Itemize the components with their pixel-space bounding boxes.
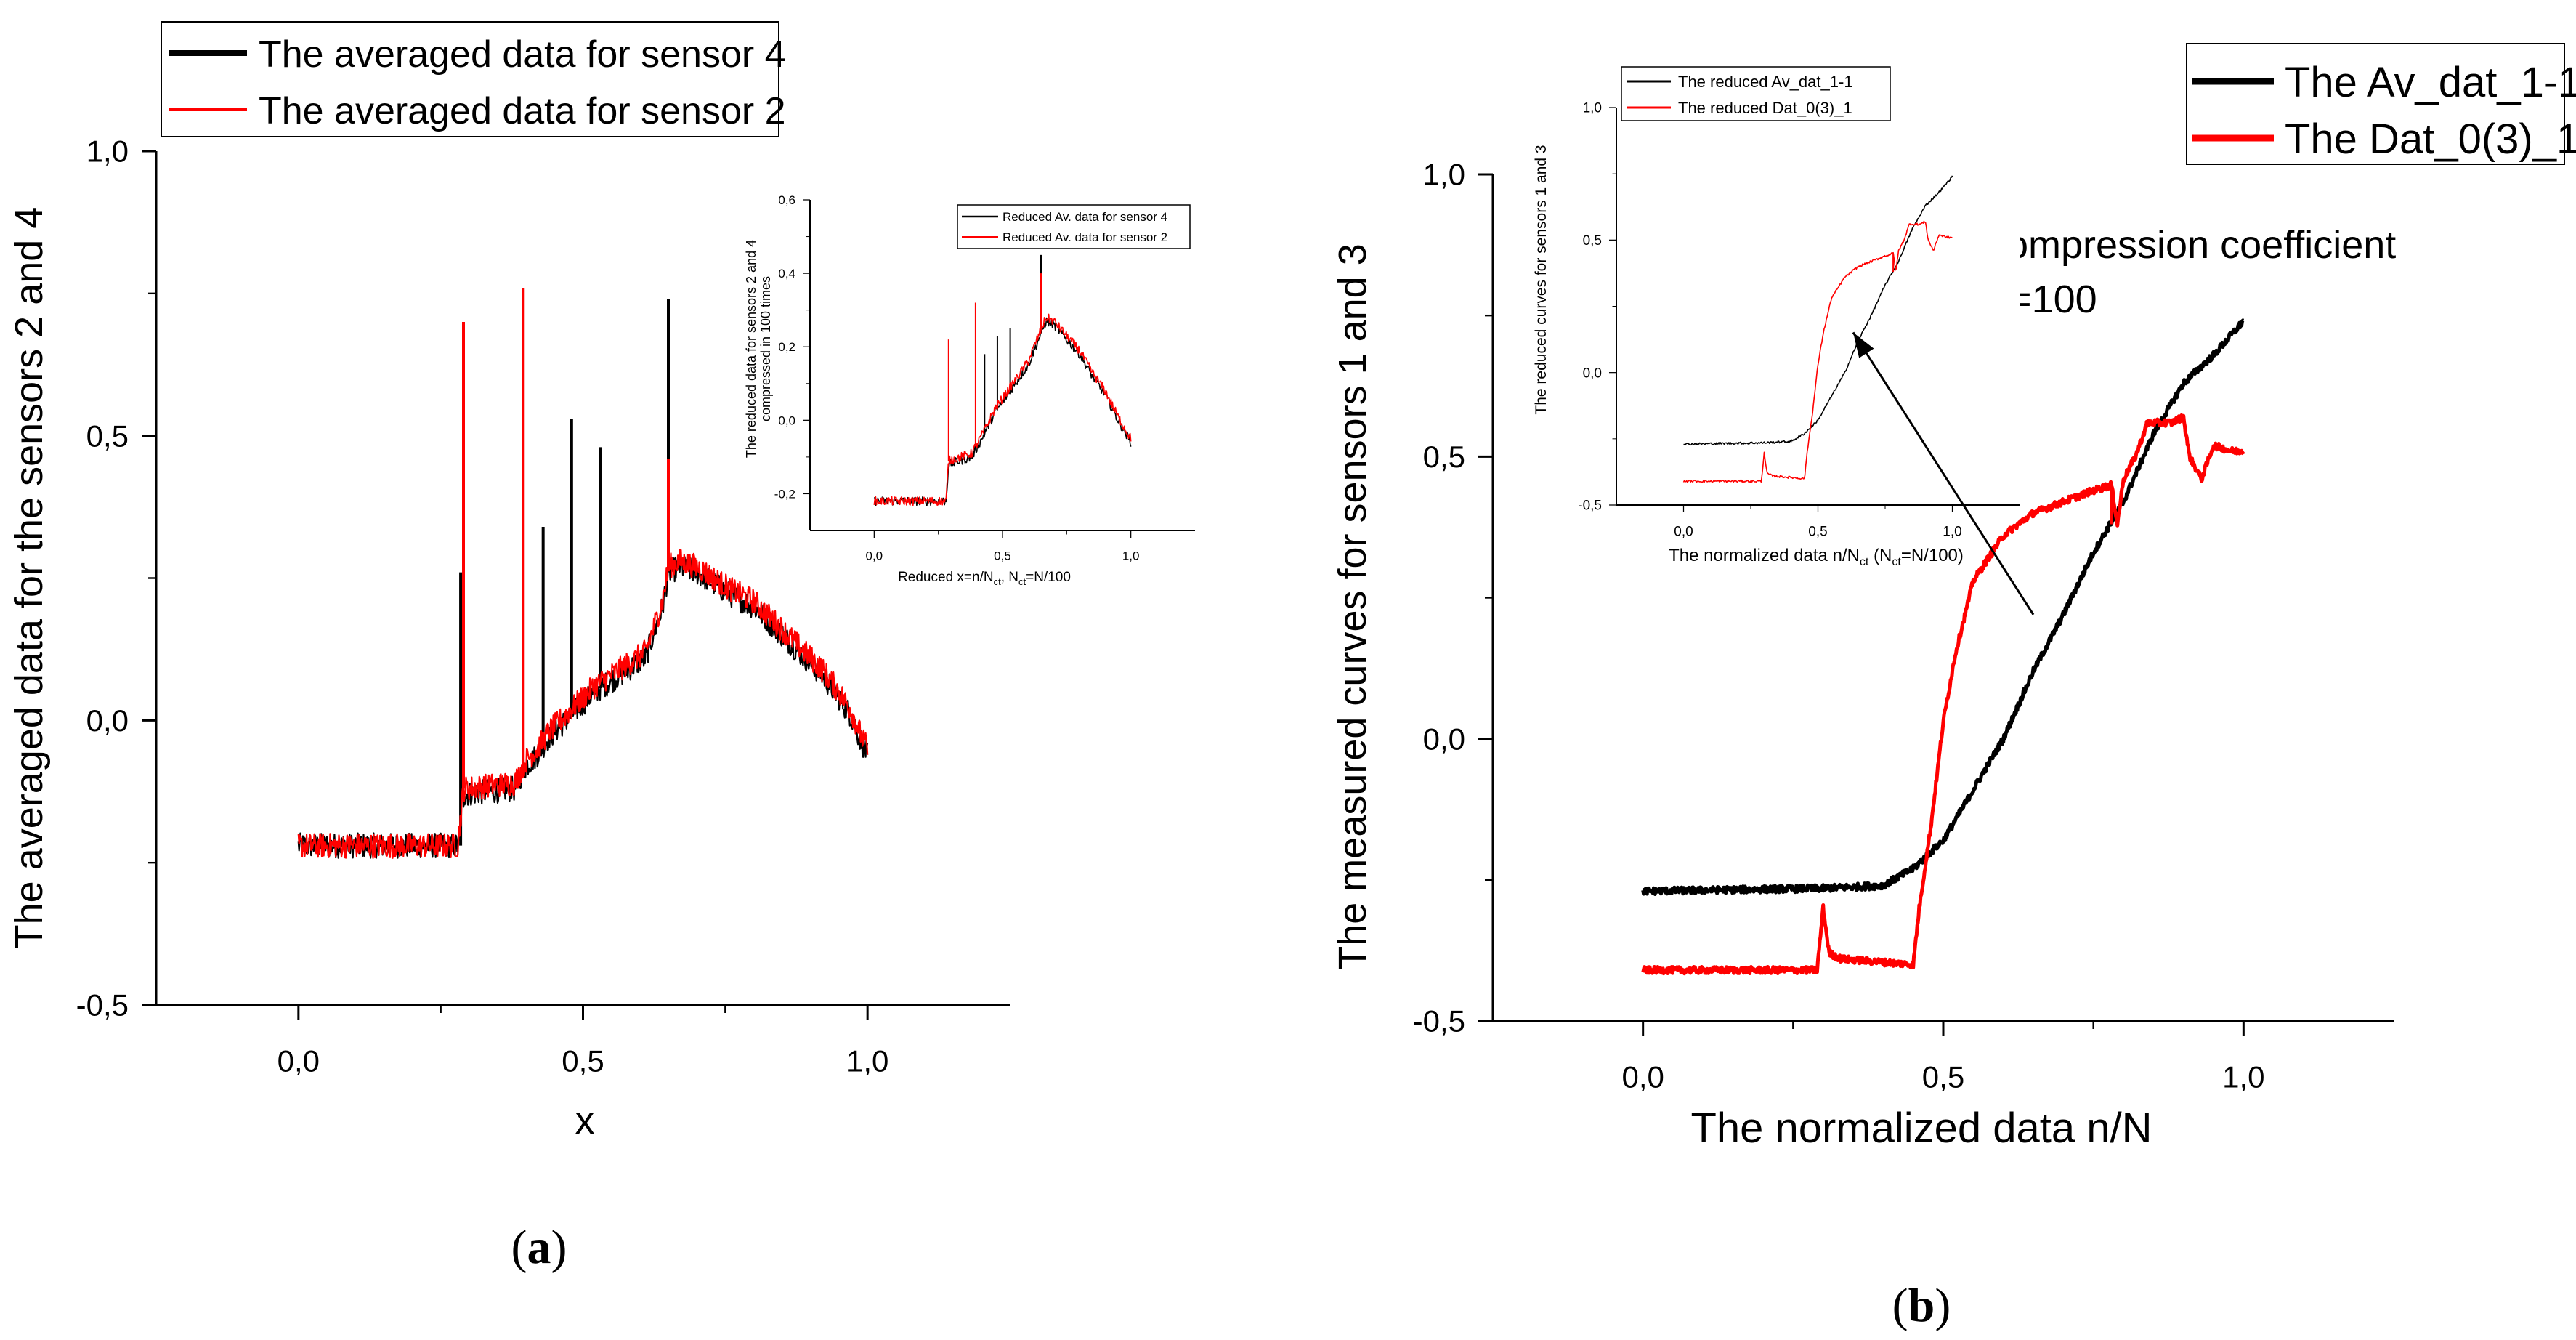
panel-b-legend: The Av_dat_1-1 The Dat_0(3)_1 — [2186, 43, 2576, 165]
y-tick-label: 0,6 — [778, 193, 795, 207]
panel-a-main-chart: 0,0 0,5 1,0 -0,5 0,0 0,5 1,0 x The averaged da… — [7, 21, 1010, 1142]
x-tick-label: 0,5 — [1922, 1060, 1964, 1094]
y-tick-label: 0,5 — [1583, 233, 1602, 249]
legend-a-label-sensor-4: The averaged data for sensor 4 — [259, 33, 786, 76]
x-tick-label: 1,0 — [846, 1044, 888, 1078]
panel-b-annotation-arrow — [1852, 331, 2035, 615]
series-line-second — [1641, 413, 2245, 976]
panel-b-inset-chart: 0,0 0,5 1,0 -0,5 0,0 0,5 1,0 The normalized da… — [1533, 66, 2020, 568]
panel-a-x-axis-title: x — [575, 1099, 595, 1142]
x-tick-label: 0,0 — [1621, 1060, 1664, 1094]
series-line-first — [1683, 175, 1953, 446]
x-tick-label: 0,0 — [866, 549, 883, 562]
y-tick-label: 1,0 — [86, 134, 129, 169]
legend-a-label-sensor-2: The averaged data for sensor 2 — [259, 90, 786, 132]
x-tick-label: 1,0 — [2222, 1060, 2264, 1094]
series-line-second — [297, 549, 869, 859]
panel-a-inset-chart: 0,0 0,5 1,0 -0,2 0,0 0,2 0,4 0,6 Reduced x=n/Nc… — [744, 193, 1195, 587]
panel-b-main-chart: 0,0 0,5 1,0 -0,5 0,0 0,5 1,0 The normalized da… — [1331, 43, 2576, 1152]
y-tick-label: 1,0 — [1583, 101, 1602, 116]
y-tick-label: -0,5 — [1578, 499, 1602, 514]
legend-b-inset-label-av-dat: The reduced Av_dat_1-1 — [1678, 73, 1853, 91]
panel-b-inset-y-axis-title: The reduced curves for sensors 1 and 3 — [1533, 145, 1550, 414]
panel-b-annotation-line1: compression coefficient — [1987, 223, 2396, 267]
y-tick-label: 0,0 — [86, 703, 129, 738]
series-line-second — [873, 313, 1132, 506]
y-tick-label: 0,2 — [778, 340, 795, 354]
y-tick-label: 0,0 — [1423, 722, 1465, 756]
y-tick-label: -0,5 — [76, 988, 129, 1022]
legend-a-inset-label-sensor-4: Reduced Av. data for sensor 4 — [1003, 210, 1167, 224]
y-tick-label: -0,5 — [1413, 1004, 1465, 1038]
legend-b-label-av-dat: The Av_dat_1-1 — [2285, 59, 2576, 106]
y-tick-label: 0,5 — [86, 419, 129, 453]
series-line-second — [1682, 220, 1953, 483]
series-line-first — [1641, 318, 2245, 896]
panel-a-inset-x-axis-title: Reduced x=n/Nct, Nct=N/100 — [898, 570, 1071, 587]
x-tick-label: 1,0 — [1943, 525, 1961, 540]
panel-a-y-axis-title: The averaged data for the sensors 2 and … — [7, 207, 51, 949]
x-tick-label: 0,5 — [562, 1044, 604, 1078]
legend-b-label-dat-0-3: The Dat_0(3)_1 — [2285, 116, 2576, 163]
panel-b-x-axis-title: The normalized data n/N — [1690, 1105, 2152, 1152]
x-tick-label: 1,0 — [1122, 549, 1140, 562]
panel-b-y-axis-title: The measured curves for sensors 1 and 3 — [1331, 243, 1374, 970]
legend-b-inset-label-dat-0-3: The reduced Dat_0(3)_1 — [1678, 99, 1852, 117]
panel-b-label: (b) — [1892, 1279, 1951, 1332]
x-tick-label: 0,0 — [278, 1044, 320, 1078]
y-tick-label: 0,5 — [1423, 440, 1465, 474]
x-tick-label: 0,0 — [1674, 525, 1693, 540]
panel-a-label: (a) — [511, 1221, 567, 1274]
panel-b-inset-legend: The reduced Av_dat_1-1 The reduced Dat_0… — [1621, 66, 1891, 121]
series-line-first — [297, 554, 869, 859]
panel-a-inset-legend: Reduced Av. data for sensor 4 Reduced Av… — [957, 204, 1191, 249]
x-tick-label: 0,5 — [994, 549, 1011, 562]
panel-a-inset-y-axis-title-line1: The reduced data for sensors 2 and 4 — [744, 240, 758, 458]
panel-a-inset-y-axis-title-line2: compressed in 100 times — [758, 276, 773, 421]
x-tick-label: 0,5 — [1808, 525, 1827, 540]
y-tick-label: 0,0 — [778, 413, 795, 427]
y-tick-label: 0,4 — [778, 267, 795, 280]
y-tick-label: -0,2 — [774, 487, 795, 501]
y-tick-label: 0,0 — [1583, 366, 1602, 381]
panel-b-inset-x-axis-title: The normalized data n/Nct (Nct=N/100) — [1669, 546, 1964, 568]
y-tick-label: 1,0 — [1423, 158, 1465, 192]
legend-a-inset-label-sensor-2: Reduced Av. data for sensor 2 — [1003, 230, 1167, 244]
panel-a-legend: The averaged data for sensor 4 The avera… — [161, 21, 786, 137]
